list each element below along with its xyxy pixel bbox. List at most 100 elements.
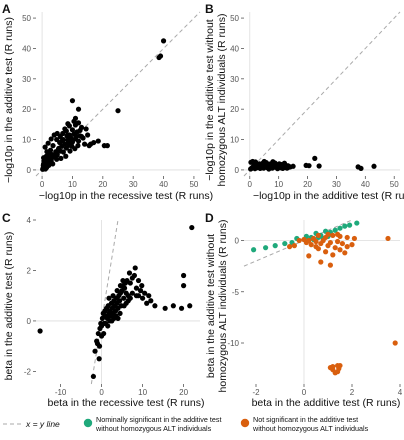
panel-d-series2-point: [313, 244, 319, 250]
panel-d-series2-point: [332, 245, 338, 251]
panel-b-xlabel: −log10p in the additive test (R runs): [253, 190, 404, 202]
panel-d-series2-point: [344, 234, 350, 241]
panel-c-point: [115, 315, 121, 321]
panel-d-series2-point: [335, 362, 341, 369]
panel-a-xtick-label: 10: [68, 180, 77, 189]
legend-green-line1: Nominally significant in the additive te…: [96, 415, 221, 424]
panel-c-point: [123, 300, 129, 306]
panel-b-point: [371, 163, 377, 169]
panel-a-point: [104, 143, 110, 149]
panel-d-series1-point: [251, 247, 257, 253]
panel-a-point: [48, 136, 54, 142]
panel-c-point: [120, 277, 126, 284]
panel-b-ytick-label: 50: [230, 14, 239, 23]
panel-c-point: [140, 295, 146, 301]
panel-c-point: [170, 303, 176, 309]
panel-c-point: [37, 328, 43, 334]
panel-c-ytick-label: -2: [24, 367, 32, 376]
panel-a-point: [69, 98, 76, 104]
panel-c-point: [152, 303, 158, 309]
panel-letter-b: B: [205, 2, 214, 16]
panel-c-point: [126, 270, 133, 276]
panel-a-plot: 0 10 20 30 40 50 0 10 20 30 40 50: [22, 11, 201, 189]
panel-a-point: [72, 115, 79, 121]
panel-d-series2-point: [306, 237, 312, 244]
panel-c-point: [187, 303, 193, 309]
panel-b-ylabel-line2: homozygous ALT individuals (R runs): [216, 14, 228, 187]
panel-b-point: [316, 163, 322, 169]
panel-d-series1-point: [342, 223, 348, 229]
panel-d-series1-point: [272, 243, 278, 249]
panel-a-ytick-label: 40: [22, 44, 31, 53]
panel-c-point: [127, 280, 133, 286]
panel-d-series2-point: [327, 239, 333, 246]
panel-a-ytick-label: 30: [22, 75, 31, 84]
panel-a-point: [52, 152, 58, 158]
panel-d-series1-point: [332, 227, 338, 233]
panel-a-point: [77, 133, 83, 139]
panel-a-point: [115, 108, 121, 114]
panel-d-series1-point: [263, 245, 269, 251]
panel-a-point: [63, 153, 69, 159]
panel-c-xtick-label: 0: [99, 388, 104, 397]
panel-b-point: [306, 163, 312, 169]
panel-d-series2-point: [351, 235, 357, 242]
panel-d-xtick-label: -2: [252, 388, 260, 397]
panel-a-point: [42, 166, 49, 172]
panel-b-ytick-label: 20: [230, 105, 239, 114]
panel-d-ylabel-line1: beta in the additive test without: [205, 234, 217, 378]
panel-d-series2-point: [327, 262, 333, 268]
panel-a-point: [40, 155, 47, 161]
panel-d-series2-point: [392, 340, 398, 346]
panel-a-point: [54, 136, 60, 143]
panel-a-xy-line: [35, 11, 201, 177]
panel-letter-d: D: [205, 211, 214, 225]
panel-a-point: [58, 155, 64, 161]
panel-a-point: [69, 127, 76, 133]
panel-a-point: [46, 162, 52, 168]
panel-c-point: [92, 348, 98, 354]
panel-c-point: [189, 224, 195, 231]
panel-a-point: [85, 132, 91, 138]
panel-c-xlabel: beta in the recessive test (R runs): [48, 397, 205, 409]
panel-d-xtick-label: 2: [350, 388, 355, 397]
panel-c-point: [121, 295, 127, 301]
panel-c-point: [107, 318, 113, 324]
panel-d-series2-point: [291, 243, 297, 249]
panel-c-point: [178, 305, 185, 311]
panel-a-point: [75, 120, 82, 126]
legend-green-line2: without homozygous ALT individuals: [95, 424, 212, 433]
panel-a-point: [75, 106, 82, 112]
panel-c-point: [127, 295, 133, 301]
legend: x = y line Nominally significant in the …: [3, 415, 369, 433]
panel-a-point: [54, 156, 60, 162]
panel-c-point: [129, 290, 135, 296]
panel-a-point: [81, 141, 88, 147]
panel-a-point: [78, 124, 85, 131]
panel-d-series2-point: [315, 232, 321, 238]
panel-d-series2-point: [306, 253, 312, 259]
panel-c-point: [144, 300, 150, 306]
panel-d-series2-point: [313, 238, 319, 245]
panel-a-xtick-label: 50: [189, 180, 198, 189]
panel-d-series2-point: [325, 231, 331, 237]
panel-d-xtick-label: 4: [398, 388, 403, 397]
panel-d-ytick-label: -5: [232, 288, 240, 297]
panel-c-ytick-label: 2: [27, 266, 32, 275]
panel-a-ytick-label: 10: [22, 136, 31, 145]
panel-d-series2-point: [330, 252, 336, 258]
panel-c-point: [146, 293, 152, 299]
panel-a-point: [91, 139, 97, 146]
panel-d-series2-point: [330, 363, 336, 370]
panel-a-ytick-label: 50: [22, 14, 31, 23]
panel-d-xy-line: [243, 219, 353, 267]
panel-c-point: [121, 285, 128, 291]
panel-d-ylabel-line2: homozygous ALT individuals (R runs): [217, 220, 229, 393]
panel-a-point: [44, 149, 50, 155]
panel-d-series2-point: [385, 235, 391, 242]
panel-c-ytick-label: 0: [27, 317, 32, 326]
panel-b-ytick-label: 10: [230, 136, 239, 145]
panel-d-xlabel: beta in the additive test (R runs): [252, 397, 401, 409]
panel-c-point: [110, 293, 116, 299]
panel-c: C beta in the additive test (R runs) bet…: [2, 211, 204, 409]
